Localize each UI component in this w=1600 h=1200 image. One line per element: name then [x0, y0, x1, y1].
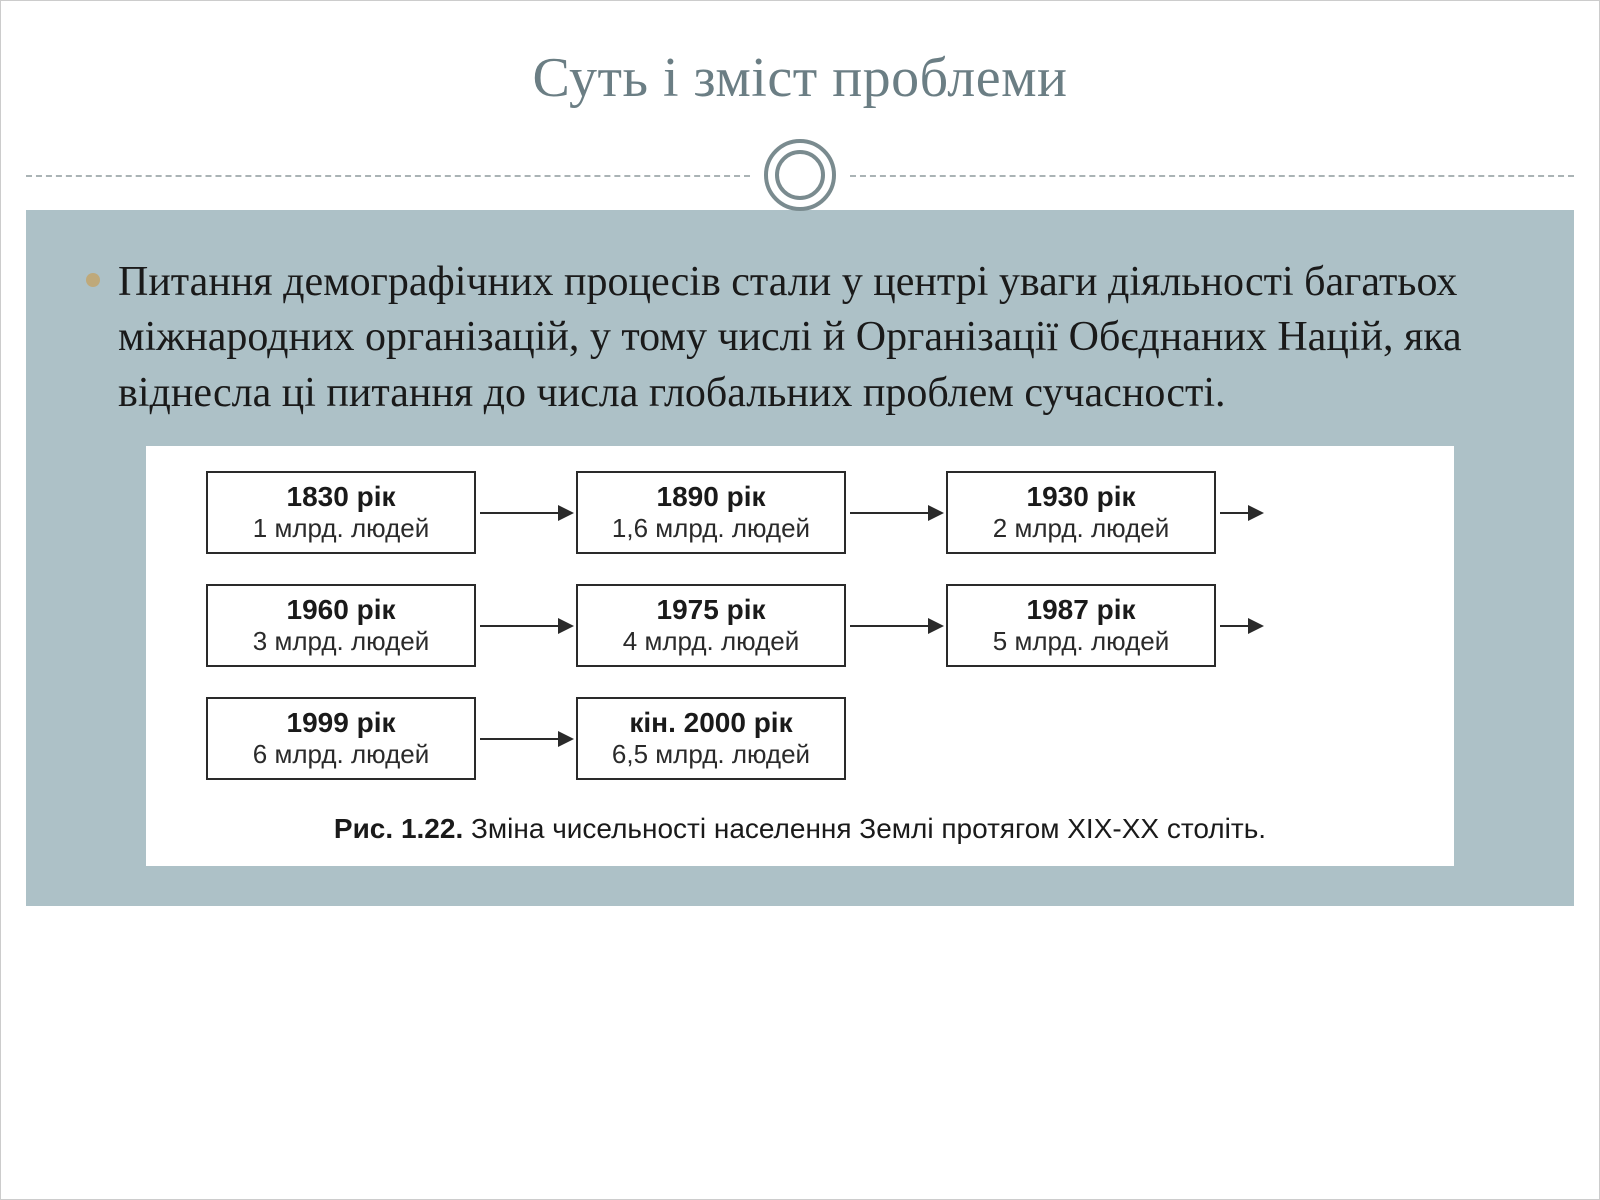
node-year: 1987 рік	[966, 594, 1196, 626]
slide: Суть і зміст проблеми Питання демографіч…	[0, 0, 1600, 1200]
bullet-item: Питання демографічних процесів стали у ц…	[86, 255, 1514, 421]
flow-node: кін. 2000 рік 6,5 млрд. людей	[576, 697, 846, 780]
population-diagram: 1830 рік 1 млрд. людей 1890 рік 1,6 млрд…	[146, 446, 1454, 866]
node-value: 2 млрд. людей	[966, 513, 1196, 544]
node-year: кін. 2000 рік	[596, 707, 826, 739]
divider-circle-inner	[775, 150, 825, 200]
flow-node: 1830 рік 1 млрд. людей	[206, 471, 476, 554]
caption-text: Зміна чисельності населення Землі протяг…	[463, 813, 1266, 844]
arrow-icon	[846, 616, 946, 636]
bullet-icon	[86, 273, 100, 287]
arrow-icon	[476, 503, 576, 523]
node-value: 4 млрд. людей	[596, 626, 826, 657]
flow-row: 1960 рік 3 млрд. людей 1975 рік 4 млрд. …	[166, 584, 1434, 667]
node-value: 6,5 млрд. людей	[596, 739, 826, 770]
divider-circle-outer	[764, 139, 836, 211]
flow-node: 1890 рік 1,6 млрд. людей	[576, 471, 846, 554]
node-year: 1999 рік	[226, 707, 456, 739]
node-value: 1 млрд. людей	[226, 513, 456, 544]
flow-node: 1999 рік 6 млрд. людей	[206, 697, 476, 780]
flow-node: 1960 рік 3 млрд. людей	[206, 584, 476, 667]
flow-node: 1987 рік 5 млрд. людей	[946, 584, 1216, 667]
body-text: Питання демографічних процесів стали у ц…	[118, 255, 1514, 421]
arrow-icon	[476, 616, 576, 636]
arrow-icon	[1216, 616, 1266, 636]
flow-row: 1830 рік 1 млрд. людей 1890 рік 1,6 млрд…	[166, 471, 1434, 554]
node-value: 5 млрд. людей	[966, 626, 1196, 657]
arrow-icon	[476, 729, 576, 749]
flow-row: 1999 рік 6 млрд. людей кін. 2000 рік 6,5…	[166, 697, 1434, 780]
node-year: 1960 рік	[226, 594, 456, 626]
flow-node: 1930 рік 2 млрд. людей	[946, 471, 1216, 554]
divider-line-right	[850, 175, 1574, 177]
node-year: 1930 рік	[966, 481, 1196, 513]
caption-label: Рис. 1.22.	[334, 813, 463, 844]
content-area: Питання демографічних процесів стали у ц…	[26, 210, 1574, 906]
node-value: 3 млрд. людей	[226, 626, 456, 657]
slide-header: Суть і зміст проблеми	[1, 1, 1599, 140]
arrow-icon	[1216, 503, 1266, 523]
node-value: 6 млрд. людей	[226, 739, 456, 770]
flow-node: 1975 рік 4 млрд. людей	[576, 584, 846, 667]
node-value: 1,6 млрд. людей	[596, 513, 826, 544]
slide-title: Суть і зміст проблеми	[1, 46, 1599, 110]
slide-divider	[1, 140, 1599, 210]
arrow-icon	[846, 503, 946, 523]
node-year: 1890 рік	[596, 481, 826, 513]
diagram-caption: Рис. 1.22. Зміна чисельності населення З…	[166, 810, 1434, 848]
divider-line-left	[26, 175, 750, 177]
node-year: 1830 рік	[226, 481, 456, 513]
node-year: 1975 рік	[596, 594, 826, 626]
